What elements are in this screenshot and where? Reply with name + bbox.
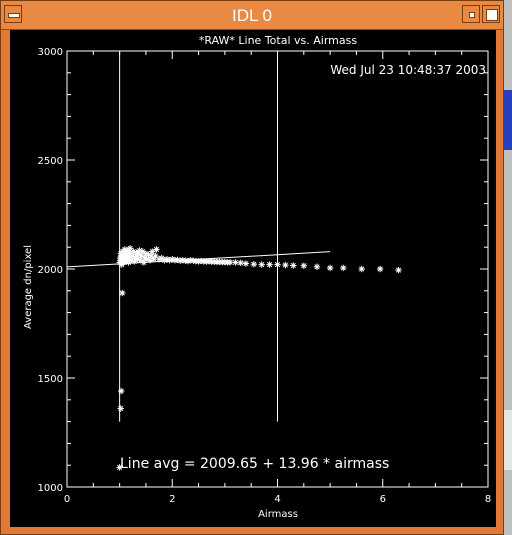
y-tick-label: 1000	[38, 483, 63, 494]
maximize-icon[interactable]	[482, 5, 500, 23]
data-point	[250, 261, 258, 268]
vertical-reference-lines	[119, 51, 278, 422]
data-point	[282, 261, 289, 269]
y-axis: 1000 1500 2000 2500 3000	[38, 47, 488, 494]
timestamp: Wed Jul 23 10:48:37 2003	[330, 63, 486, 77]
data-point	[117, 405, 124, 412]
x-axis: 0 2 4 6 8	[64, 51, 491, 505]
data-point	[119, 289, 126, 297]
plot-canvas: *RAW* Line Total vs. Airmass Wed Jul 23 …	[10, 30, 496, 527]
data-point	[258, 261, 265, 268]
data-point	[149, 248, 156, 255]
data-point	[266, 261, 273, 268]
data-point	[376, 265, 384, 273]
data-point	[237, 259, 244, 267]
data-point	[290, 262, 297, 269]
data-point	[313, 263, 321, 271]
x-tick-label: 0	[64, 494, 70, 505]
x-tick-label: 2	[169, 494, 175, 505]
data-point	[326, 264, 334, 272]
scatter-plot: *RAW* Line Total vs. Airmass Wed Jul 23 …	[23, 34, 491, 520]
data-point	[242, 260, 250, 267]
data-point	[153, 246, 160, 253]
data-point	[274, 261, 281, 268]
data-points	[116, 245, 402, 471]
x-tick-label: 4	[274, 494, 280, 505]
window-menu-icon[interactable]	[4, 5, 22, 23]
data-point	[118, 387, 125, 395]
fit-annotation: Line avg = 2009.65 + 13.96 * airmass	[120, 456, 389, 472]
window-title: IDL 0	[231, 6, 272, 25]
data-point	[340, 264, 347, 272]
x-tick-label: 8	[485, 494, 491, 505]
y-tick-label: 2000	[38, 265, 63, 276]
y-tick-label: 3000	[38, 47, 63, 58]
title-bar[interactable]: IDL 0	[1, 1, 503, 30]
minimize-icon[interactable]	[462, 5, 480, 23]
chart-title: *RAW* Line Total vs. Airmass	[199, 34, 357, 47]
data-point	[358, 265, 365, 273]
y-tick-label: 2500	[38, 156, 63, 167]
x-axis-label: Airmass	[258, 509, 298, 520]
y-axis-label: Average dn/pixel	[23, 245, 34, 329]
x-tick-label: 6	[380, 494, 386, 505]
y-tick-label: 1500	[38, 374, 63, 385]
data-point	[395, 266, 402, 274]
data-point	[300, 262, 308, 269]
data-point	[116, 464, 123, 471]
